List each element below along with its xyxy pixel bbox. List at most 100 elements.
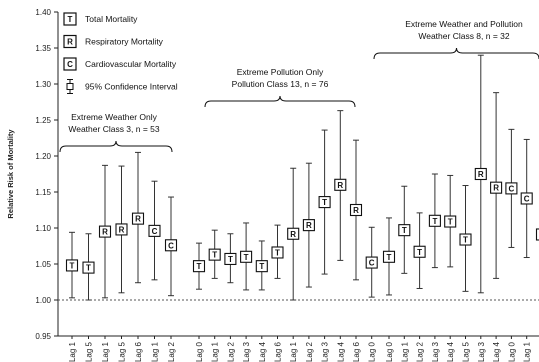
- x-tick-label: Lag 5: [462, 341, 471, 362]
- point-marker: [115, 223, 128, 236]
- data-point: R: [98, 164, 112, 299]
- y-tick-label: 1.25: [35, 116, 51, 125]
- x-tick-label: Lag 3: [477, 341, 486, 362]
- legend-label: Total Mortality: [85, 14, 138, 24]
- point-marker: [192, 260, 206, 273]
- x-tick-label: Lag 6: [134, 341, 143, 362]
- legend-marker-letter: T: [68, 15, 73, 24]
- data-point: C: [505, 128, 518, 248]
- data-point: T: [65, 231, 79, 299]
- data-point: C: [164, 196, 178, 297]
- x-tick-label: Lag 1: [523, 341, 532, 362]
- legend-item: R Respiratory Mortality: [63, 34, 164, 49]
- point-marker-letter: C: [168, 241, 174, 250]
- point-marker-letter: T: [259, 262, 264, 271]
- x-tick-label: Lag 1: [211, 341, 220, 362]
- point-marker-letter: T: [322, 198, 327, 207]
- point-marker-letter: T: [86, 264, 91, 273]
- data-point: C: [365, 226, 378, 298]
- group-brace: [204, 95, 356, 108]
- point-marker: [444, 215, 457, 228]
- group-brace: [373, 47, 539, 60]
- x-tick-label: Lag 2: [226, 341, 235, 362]
- point-marker: [208, 248, 221, 261]
- data-point: R: [131, 151, 145, 284]
- point-marker: [349, 203, 363, 217]
- x-tick-label: Lag 0: [385, 341, 394, 362]
- point-marker: [398, 224, 411, 237]
- data-point: T: [428, 173, 441, 269]
- data-point: R: [115, 165, 128, 294]
- x-tick-label: Lag 1: [101, 341, 110, 362]
- point-marker-letter: R: [135, 215, 141, 224]
- point-marker-letter: R: [119, 225, 125, 234]
- point-marker-letter: T: [197, 262, 202, 271]
- data-point: T: [444, 174, 457, 268]
- point-marker: [474, 167, 487, 181]
- legend-item: 95% Confidence Interval: [66, 79, 178, 94]
- x-tick-label: Lag 0: [507, 341, 516, 362]
- point-marker-letter: T: [432, 217, 437, 226]
- point-marker: [148, 224, 161, 237]
- point-marker-letter: T: [417, 248, 422, 257]
- legend-marker-box: [63, 57, 77, 71]
- point-marker-letter: T: [244, 253, 249, 262]
- x-tick-label: Lag 4: [446, 341, 455, 362]
- point-marker: [334, 178, 347, 191]
- legend-marker-letter: C: [67, 60, 73, 69]
- point-marker: [365, 256, 378, 269]
- point-marker-letter: R: [353, 206, 359, 215]
- point-marker-letter: R: [102, 228, 108, 237]
- point-marker-letter: C: [369, 259, 375, 268]
- y-tick-label: 1.10: [35, 224, 51, 233]
- y-tick-label: 0.95: [35, 332, 51, 341]
- point-marker: [287, 227, 300, 240]
- x-tick-label: Lag 3: [321, 341, 330, 362]
- point-marker-letter: R: [478, 170, 484, 179]
- legend-label: Respiratory Mortality: [85, 37, 164, 47]
- point-marker-letter: C: [509, 184, 515, 193]
- y-tick-label: 1.05: [35, 260, 51, 269]
- point-marker: [535, 228, 539, 241]
- data-point: T: [240, 222, 253, 291]
- legend-ci-box: [66, 83, 74, 90]
- x-tick-label: Lag 0: [195, 341, 204, 362]
- data-point: T: [413, 212, 426, 289]
- x-tick-label: Lag 6: [352, 341, 361, 362]
- point-marker-letter: C: [524, 194, 530, 203]
- point-marker: [505, 182, 518, 195]
- x-tick-label: Lag 5: [118, 341, 127, 362]
- x-tick-label: Lag 0: [368, 341, 377, 362]
- point-marker: [459, 233, 472, 246]
- data-point: T: [271, 224, 284, 279]
- legend-item: T Total Mortality: [63, 12, 138, 26]
- point-marker: [164, 239, 178, 252]
- point-marker: [302, 219, 315, 232]
- data-point: R: [349, 139, 363, 281]
- point-marker-letter: T: [402, 226, 407, 235]
- point-marker: [65, 259, 79, 272]
- x-tick-label: Lag 2: [167, 341, 176, 362]
- legend-marker-box: [63, 34, 77, 49]
- point-marker-letter: T: [463, 236, 468, 245]
- group-annotation: Extreme Weather Only Weather Class 3, n =…: [59, 112, 173, 153]
- data-point: R: [287, 167, 300, 301]
- x-tick-label: Lag 3: [242, 341, 251, 362]
- point-marker: [224, 252, 237, 266]
- point-marker-letter: R: [290, 230, 296, 239]
- point-marker: [428, 214, 441, 227]
- group-annotation-line: Pollution Class 13, n = 76: [232, 79, 329, 89]
- data-point: T: [382, 217, 396, 296]
- data-point: T: [192, 242, 206, 290]
- y-tick-label: 1.20: [35, 152, 51, 161]
- group-annotation-line: Weather Class 3, n = 53: [68, 124, 160, 134]
- point-marker-letter: C: [152, 227, 158, 236]
- group-brace: [59, 140, 173, 153]
- data-point: R: [490, 92, 503, 279]
- point-marker: [271, 246, 284, 259]
- legend-label: Cardiovascular Mortality: [85, 59, 177, 69]
- data-point: T: [459, 185, 472, 292]
- legend-marker-box: [63, 12, 77, 26]
- point-marker-letter: R: [337, 181, 343, 190]
- group-annotation-line: Extreme Weather Only: [71, 112, 158, 122]
